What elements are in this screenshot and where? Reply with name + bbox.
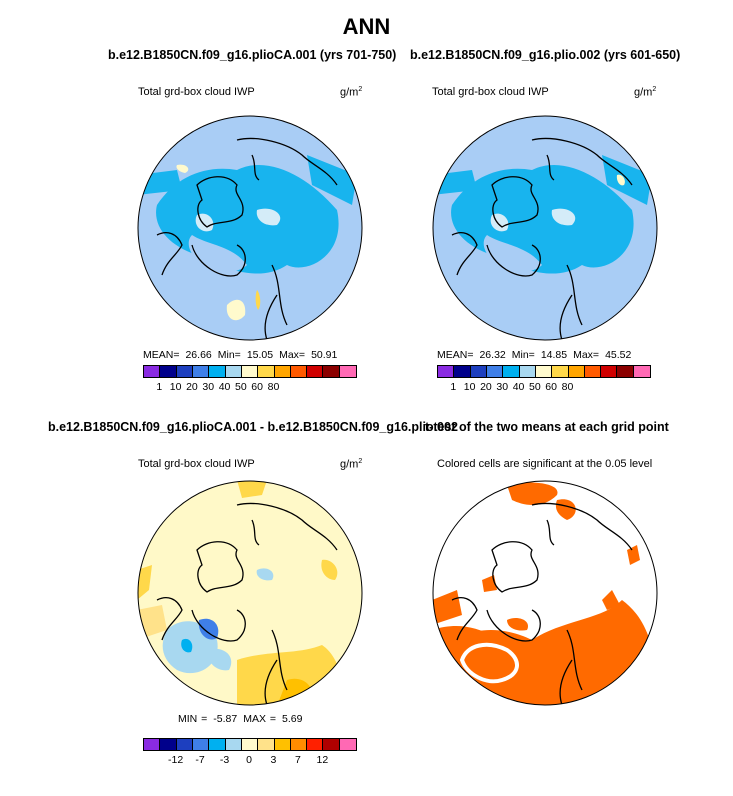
legend-swatch: [552, 366, 569, 377]
legend-tick: -12: [168, 754, 184, 766]
stats-line: MIN = -5.87 MAX = 5.69: [178, 713, 303, 725]
legend-swatch: [307, 366, 324, 377]
legend-tick: 20: [186, 381, 198, 393]
polar-map-case2: [432, 115, 658, 341]
panel-title: b.e12.B1850CN.f09_g16.plioCA.001 (yrs 70…: [108, 48, 397, 62]
legend-tick: 50: [529, 381, 541, 393]
color-legend: [143, 365, 357, 378]
legend-tick: 12: [316, 754, 329, 766]
legend-swatch: [144, 739, 161, 750]
legend-swatch: [290, 366, 308, 377]
legend-ticks: 1 10 20 30 40 50 60 80: [437, 381, 649, 395]
legend-tick: 7: [295, 754, 301, 766]
legend-swatch: [535, 366, 553, 377]
legend-swatch: [160, 366, 177, 377]
legend-swatch: [339, 366, 357, 377]
legend-swatch: [503, 366, 520, 377]
legend-swatch: [486, 366, 504, 377]
legend-tick: 50: [235, 381, 247, 393]
legend-tick: -3: [219, 754, 230, 766]
legend-tick: 10: [463, 381, 476, 393]
legend-tick: 0: [246, 754, 252, 766]
legend-ticks: -12 -7 -3 0 3 7 12: [143, 754, 355, 768]
legend-swatch: [144, 366, 161, 377]
panel-subtitle: Total grd-box cloud IWP: [138, 86, 255, 98]
color-legend: [437, 365, 651, 378]
legend-tick: 30: [202, 381, 215, 393]
coastlines: [451, 137, 633, 340]
panel-subtitle: Colored cells are significant at the 0.0…: [437, 458, 653, 470]
legend-tick: 3: [270, 754, 277, 766]
legend-swatch: [192, 739, 210, 750]
color-legend: [143, 738, 357, 751]
legend-tick: 40: [218, 381, 231, 393]
legend-swatch: [617, 366, 634, 377]
legend-swatch: [633, 366, 651, 377]
panel-subtitle: Total grd-box cloud IWP: [432, 86, 549, 98]
legend-swatch: [274, 366, 291, 377]
legend-swatch: [241, 366, 259, 377]
legend-swatch: [160, 739, 177, 750]
legend-swatch: [258, 739, 275, 750]
polar-map-difference: [137, 480, 363, 706]
legend-swatch: [192, 366, 210, 377]
legend-swatch: [584, 366, 602, 377]
legend-swatch: [454, 366, 471, 377]
legend-swatch: [601, 366, 618, 377]
legend-tick: 1: [156, 381, 163, 393]
legend-swatch: [568, 366, 585, 377]
legend-swatch: [438, 366, 455, 377]
legend-tick: 80: [267, 381, 280, 393]
legend-swatch: [258, 366, 275, 377]
legend-swatch: [339, 739, 357, 750]
legend-swatch: [519, 366, 536, 377]
legend-swatch: [290, 739, 308, 750]
legend-tick: 30: [496, 381, 509, 393]
polar-map-case1: [137, 115, 363, 341]
legend-swatch: [274, 739, 291, 750]
coastlines: [451, 502, 633, 705]
stats-line: MEAN= 26.32 Min= 14.85 Max= 45.52: [437, 349, 632, 361]
legend-swatch: [225, 739, 242, 750]
legend-tick: 40: [512, 381, 525, 393]
units-label: g/m2: [340, 86, 363, 99]
legend-swatch: [241, 739, 259, 750]
polar-map-significance: [432, 480, 658, 706]
legend-tick: -7: [195, 754, 205, 766]
units-label: g/m2: [340, 458, 363, 471]
legend-tick: 60: [545, 381, 557, 393]
legend-tick: 80: [561, 381, 574, 393]
legend-swatch: [470, 366, 487, 377]
legend-swatch: [323, 739, 340, 750]
legend-swatch: [225, 366, 242, 377]
legend-swatch: [323, 366, 340, 377]
legend-tick: 60: [251, 381, 263, 393]
stats-line: MEAN= 26.66 Min= 15.05 Max= 50.91: [143, 349, 338, 361]
units-label: g/m2: [634, 86, 657, 99]
legend-swatch: [176, 366, 193, 377]
legend-swatch: [307, 739, 324, 750]
panel-title: b.e12.B1850CN.f09_g16.plioCA.001 - b.e12…: [48, 420, 458, 434]
coastlines: [156, 137, 338, 340]
legend-swatch: [209, 366, 226, 377]
legend-tick: 10: [169, 381, 182, 393]
main-title: ANN: [342, 14, 391, 39]
legend-ticks: 1 10 20 30 40 50 60 80: [143, 381, 355, 395]
panel-title: t-test of the two means at each grid poi…: [425, 420, 669, 434]
legend-swatch: [209, 739, 226, 750]
panel-subtitle: Total grd-box cloud IWP: [138, 458, 255, 470]
coastlines: [156, 502, 338, 705]
legend-tick: 1: [450, 381, 457, 393]
legend-swatch: [176, 739, 193, 750]
panel-title: b.e12.B1850CN.f09_g16.plio.002 (yrs 601-…: [410, 48, 681, 62]
legend-tick: 20: [480, 381, 492, 393]
nonsignificant-ring: [459, 642, 519, 684]
